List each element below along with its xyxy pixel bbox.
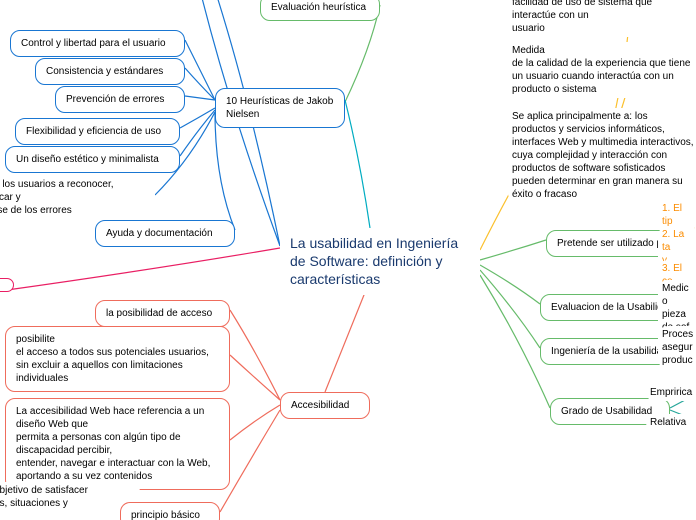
mindmap-node-webacc[interactable]: La accesibilidad Web hace referencia a u… <box>5 398 230 490</box>
mindmap-node-facil[interactable]: facilidad de uso de sistema que interact… <box>508 0 696 37</box>
mindmap-node-heur[interactable]: 10 Heurísticas de Jakob Nielsen <box>215 88 345 128</box>
mindmap-node-emp[interactable]: Empririca <box>646 384 696 401</box>
mindmap-edge <box>185 96 215 100</box>
mindmap-node-rel[interactable]: Relativa <box>646 414 696 431</box>
mindmap-edge <box>325 280 370 392</box>
mindmap-node-consist[interactable]: Consistencia y estándares <box>35 58 185 85</box>
mindmap-node-control[interactable]: Control y libertad para el usuario <box>10 30 185 57</box>
mindmap-node-prev[interactable]: Prevención de errores <box>55 86 185 113</box>
mindmap-edge <box>185 68 215 100</box>
mindmap-node-acces[interactable]: Accesibilidad <box>280 392 370 419</box>
mindmap-node-principio[interactable]: principio básico <box>120 502 220 520</box>
mindmap-edge <box>345 100 370 228</box>
mindmap-edge <box>180 110 215 156</box>
mindmap-node-medida[interactable]: Medida de la calidad de la experiencia q… <box>508 42 696 98</box>
mindmap-node-aplica[interactable]: Se aplica principalmente a: los producto… <box>508 108 696 203</box>
mindmap-node-eval[interactable]: Evaluación heurística <box>260 0 380 21</box>
mindmap-edge <box>480 240 546 260</box>
mindmap-node-pinknode[interactable] <box>0 278 14 292</box>
mindmap-edge <box>185 40 215 100</box>
mindmap-edge <box>480 265 540 304</box>
mindmap-edge <box>180 108 215 128</box>
central-topic[interactable]: La usabilidad en Ingeniería de Software:… <box>280 228 480 295</box>
mindmap-node-ayuda[interactable]: Ayuda y documentación <box>95 220 235 247</box>
mindmap-edge <box>230 405 280 440</box>
mindmap-edge <box>230 310 280 400</box>
mindmap-node-proces[interactable]: Proces asegur produc <box>658 326 696 369</box>
mindmap-node-flex[interactable]: Flexibilidad y eficiencia de uso <box>15 118 180 145</box>
mindmap-node-objetivo[interactable]: objetivo de satisfacer es, situaciones y <box>0 482 140 512</box>
mindmap-node-posibilite[interactable]: posibilite el acceso a todos sus potenci… <box>5 326 230 392</box>
mindmap-node-diseno[interactable]: Un diseño estético y minimalista <box>5 146 180 173</box>
mindmap-edge <box>480 275 550 408</box>
mindmap-node-recon[interactable]: a los usuarios a reconocer, ticar y rse … <box>0 176 155 219</box>
mindmap-edge <box>215 112 235 230</box>
mindmap-edge <box>7 248 280 290</box>
mindmap-edge <box>230 355 280 400</box>
mindmap-node-posacc[interactable]: la posibilidad de acceso <box>95 300 230 327</box>
mindmap-edge <box>480 270 540 348</box>
